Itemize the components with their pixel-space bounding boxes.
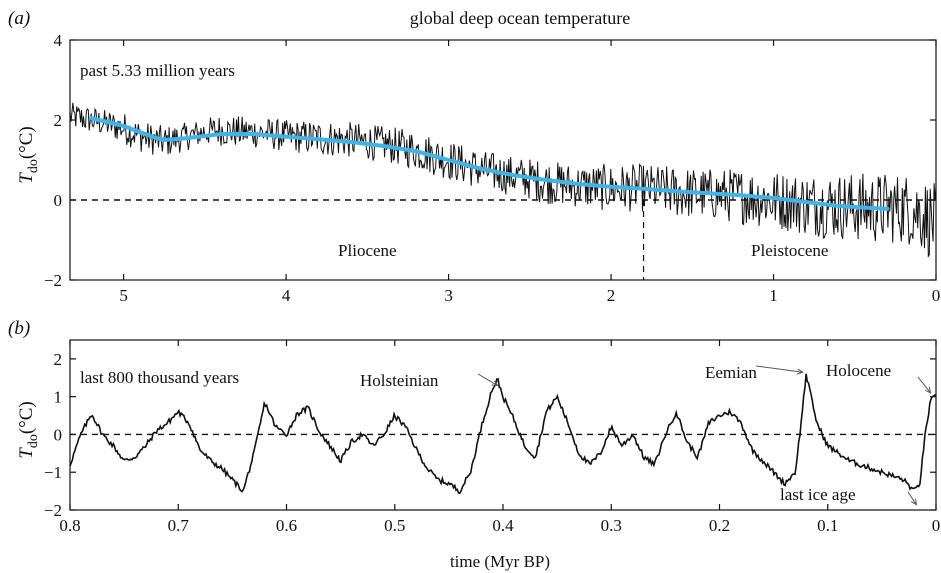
panel-a-xtick-label: 4 — [282, 286, 291, 305]
panel-b-xtick-label: 0.4 — [492, 516, 514, 535]
panel-b-y-axis-label: Tdo(°C) — [16, 401, 41, 459]
panel-b-xtick-label: 0.7 — [168, 516, 190, 535]
panel-b-ylabel-unit: (°C) — [16, 401, 37, 434]
panel-b-xtick-label: 0.2 — [709, 516, 730, 535]
panel-b-ytick-label: 0 — [54, 425, 63, 444]
panel-b-annotation-label: Eemian — [705, 363, 757, 382]
panel-b-ytick-label: 1 — [54, 388, 63, 407]
panel-b-ytick-label: −1 — [44, 463, 62, 482]
panel-a-xtick-label: 1 — [769, 286, 778, 305]
panel-a-noisy-series — [69, 102, 937, 258]
panel-b-annotation-arrow — [477, 373, 498, 386]
panel-a-ytick-label: −2 — [44, 271, 62, 290]
panel-a-ylabel-symbol: T — [16, 172, 37, 184]
panel-a-ytick-label: 0 — [54, 191, 63, 210]
panel-a-epoch-label: Pliocene — [338, 241, 397, 260]
panel-b-ytick-label: 2 — [54, 350, 63, 369]
panel-b-annotation-arrow — [755, 365, 803, 373]
panel-a-frame — [69, 39, 937, 281]
panel-b-xtick-label: 0.8 — [59, 516, 80, 535]
panel-a-xtick-label: 0 — [932, 286, 941, 305]
panel-b-ytick-label: −2 — [44, 501, 62, 520]
panel-a-xtick-label: 3 — [444, 286, 453, 305]
panel-b-plot-area: 0.8 0.7 0.6 0.5 0.4 0.3 0.2 0.1 0 −2 −1 0 1 2 Holstein… — [44, 339, 941, 535]
panel-b-xtick-label: 0.6 — [276, 516, 297, 535]
panel-b-xtick-label: 0.1 — [817, 516, 838, 535]
panel-b-annotation-label: Holsteinian — [360, 371, 439, 390]
panel-a-xtick-label: 2 — [607, 286, 616, 305]
panel-a-plot-area: 5 4 3 2 1 0 −2 0 2 4 Pliocene Pleistocene — [44, 31, 940, 305]
panel-b-annotation-arrow — [917, 376, 931, 394]
panel-a-xtick-label: 5 — [119, 286, 128, 305]
panel-b-annotation-arrow — [907, 491, 917, 505]
panel-b-xtick-label: 0 — [932, 516, 941, 535]
panel-b-annotation-arrowhead — [491, 380, 499, 387]
panel-b-label: (b) — [8, 318, 30, 339]
panel-b-xtick-label: 0.3 — [601, 516, 622, 535]
panel-b-annotation-label: last ice age — [780, 485, 856, 504]
panel-b-annotation-arrowhead — [796, 368, 804, 375]
panel-b-annotation-arrowhead — [924, 386, 932, 394]
panel-b-xtick-label: 0.5 — [384, 516, 405, 535]
panel-b-ylabel-subscript: do — [26, 434, 41, 448]
panel-b-ylabel-symbol: T — [16, 447, 37, 459]
panel-a-annotation: past 5.33 million years — [80, 61, 235, 80]
panel-b-annotation-arrowhead — [910, 498, 917, 506]
panel-a-ytick-label: 2 — [54, 111, 63, 130]
panel-a-ylabel-unit: (°C) — [16, 126, 37, 159]
panel-a-title: global deep ocean temperature — [410, 8, 630, 28]
panel-b-annotation: last 800 thousand years — [80, 368, 239, 387]
panel-a: (a) global deep ocean temperature 5 4 3 2 1 0… — [8, 8, 940, 305]
x-axis-label: time (Myr BP) — [450, 552, 550, 571]
panel-b: (b) 0.8 0.7 0.6 0.5 0.4 0.3 0.2 0.1 0 −2 −1 0 1 2 Hols… — [8, 318, 940, 571]
panel-a-ylabel-subscript: do — [26, 159, 41, 173]
panel-a-smooth-series — [89, 116, 890, 211]
panel-a-y-axis-label: Tdo(°C) — [16, 126, 41, 184]
panel-a-label: (a) — [8, 8, 30, 29]
panel-a-ytick-label: 4 — [54, 31, 63, 50]
panel-a-epoch-label: Pleistocene — [751, 241, 828, 260]
panel-b-series — [69, 373, 937, 495]
panel-b-annotation-label: Holocene — [826, 361, 891, 380]
